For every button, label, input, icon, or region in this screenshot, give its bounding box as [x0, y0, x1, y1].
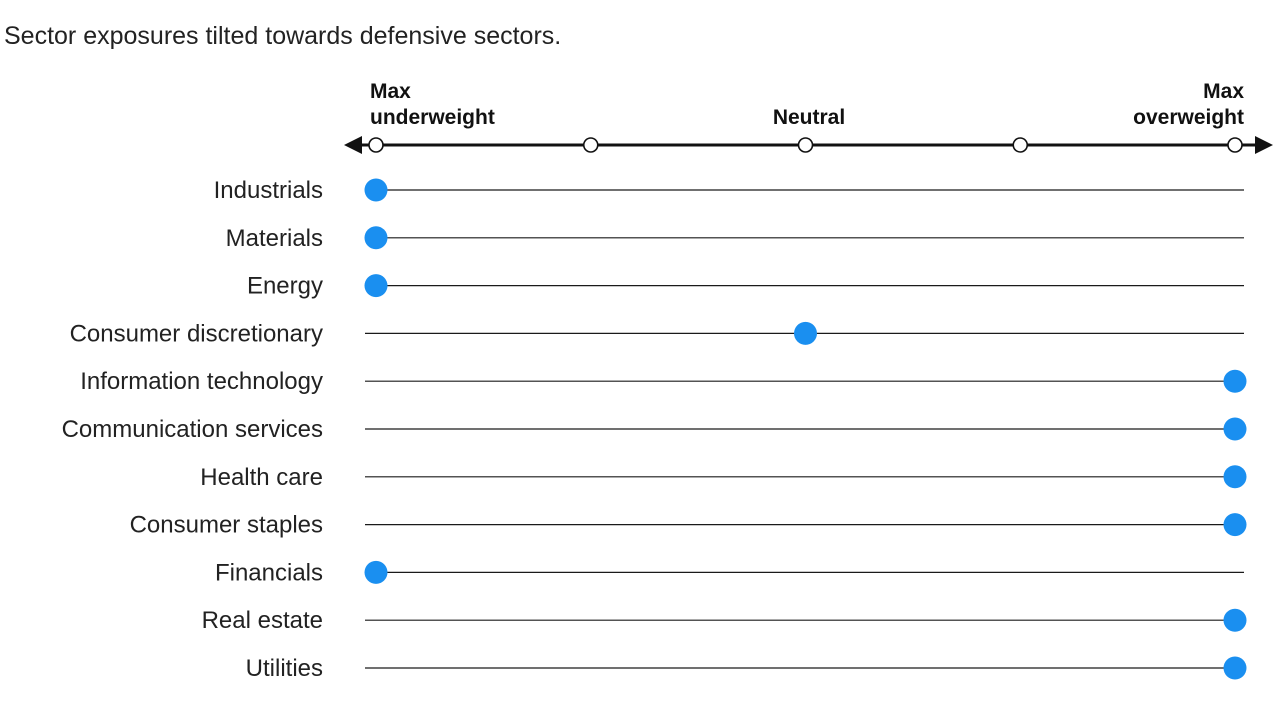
- arrow-right-icon: [1255, 136, 1273, 154]
- scale-label-max-underweight: Max underweight: [370, 80, 495, 129]
- sector-label: Financials: [215, 559, 323, 586]
- sector-position-dot: [1223, 656, 1247, 680]
- sector-position-dot: [1223, 465, 1247, 489]
- scale-label-max-overweight: Max overweight: [1133, 80, 1244, 129]
- sector-row: Materials: [226, 225, 1244, 252]
- arrow-left-icon: [344, 136, 362, 154]
- sector-position-dot: [794, 321, 817, 345]
- sector-label: Consumer discretionary: [70, 320, 323, 347]
- chart-subtitle: Sector exposures tilted towards defensiv…: [4, 22, 562, 50]
- sector-label: Utilities: [246, 655, 323, 682]
- sector-position-dot: [364, 226, 388, 250]
- sector-position-dot: [1223, 608, 1247, 632]
- sector-label: Industrials: [214, 177, 323, 204]
- sector-row: Consumer staples: [130, 512, 1247, 539]
- scale-axis: Max underweight Max overweight Neutral: [344, 80, 1273, 154]
- sector-label: Energy: [247, 273, 323, 300]
- sector-row: Information technology: [80, 368, 1247, 395]
- scale-tick: [1227, 137, 1243, 153]
- sector-label: Real estate: [202, 607, 323, 634]
- sector-position-dot: [1223, 417, 1247, 441]
- sector-label: Consumer staples: [130, 512, 323, 539]
- sector-row: Consumer discretionary: [70, 320, 1244, 347]
- scale-tick: [1012, 137, 1029, 153]
- sector-position-dot: [1223, 369, 1247, 393]
- scale-tick: [368, 137, 384, 153]
- sector-row: Health care: [200, 464, 1247, 491]
- scale-tick: [582, 137, 599, 153]
- sector-row: Communication services: [62, 416, 1247, 443]
- sector-label: Health care: [200, 464, 323, 491]
- scale-tick: [797, 137, 814, 153]
- scale-label-neutral: Neutral: [773, 106, 845, 129]
- sector-row: Financials: [215, 559, 1244, 586]
- sector-position-dot: [364, 274, 388, 298]
- sector-row: Industrials: [214, 177, 1244, 204]
- sector-position-dot: [364, 178, 388, 202]
- sector-row: Energy: [247, 273, 1244, 300]
- sector-position-dot: [364, 560, 388, 584]
- sector-label: Communication services: [62, 416, 323, 443]
- sector-label: Materials: [226, 225, 323, 252]
- sector-row: Real estate: [202, 607, 1247, 634]
- sector-rows: Industrials Materials Energy Consumer discr…: [62, 177, 1247, 682]
- sector-label: Information technology: [80, 368, 323, 395]
- sector-position-dot: [1223, 513, 1247, 537]
- sector-row: Utilities: [246, 655, 1247, 682]
